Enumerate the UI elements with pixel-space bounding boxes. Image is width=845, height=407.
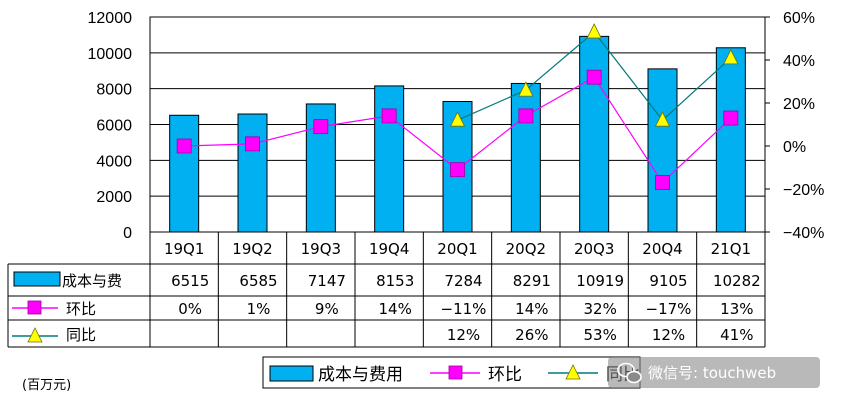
legend-bar-swatch bbox=[269, 365, 314, 382]
table-cell: 1% bbox=[247, 300, 271, 318]
yoy-point bbox=[518, 81, 534, 97]
table-cell: 13% bbox=[720, 300, 753, 318]
right-axis: −40% −20% 0% 20% 40% 60% bbox=[765, 10, 824, 242]
legend-yoy-marker bbox=[565, 364, 581, 380]
table-cell: −11% bbox=[441, 300, 487, 318]
data-table: 19Q1 19Q2 19Q3 19Q4 20Q1 20Q2 20Q3 20Q4 21Q1 6515… bbox=[7, 232, 766, 348]
watermark-bg bbox=[608, 357, 820, 388]
mom-point bbox=[245, 136, 260, 152]
mom-point bbox=[381, 108, 397, 124]
mom-point bbox=[655, 175, 670, 190]
right-tick-label: 0% bbox=[783, 139, 806, 156]
right-tick-label: 20% bbox=[783, 96, 815, 113]
bar bbox=[169, 114, 200, 233]
right-tick-label: 40% bbox=[783, 53, 815, 70]
row-key-yoy-marker bbox=[27, 327, 43, 343]
right-tick-label: 60% bbox=[783, 10, 815, 27]
watermark: 微信号: touchweb bbox=[608, 357, 820, 388]
bar bbox=[510, 82, 541, 233]
row-key-mom-marker bbox=[27, 300, 42, 315]
bar bbox=[579, 35, 610, 233]
line-series bbox=[176, 23, 739, 190]
row-label: 同比 bbox=[66, 326, 96, 344]
table-cell: 9105 bbox=[649, 272, 687, 290]
mom-point bbox=[313, 119, 329, 135]
yoy-point bbox=[723, 48, 739, 65]
table-cell: 10282 bbox=[713, 272, 761, 290]
table-cell: 9% bbox=[315, 300, 339, 318]
mom-point bbox=[586, 69, 602, 85]
table-cell: 53% bbox=[583, 326, 616, 344]
table-cell: 41% bbox=[720, 326, 753, 344]
table-cell: 10919 bbox=[576, 272, 624, 290]
legend-mom-marker bbox=[448, 365, 463, 380]
table-cell: 12% bbox=[447, 326, 480, 344]
table-cell: 14% bbox=[515, 300, 548, 318]
bar-series bbox=[169, 35, 746, 233]
mom-point bbox=[723, 110, 739, 126]
left-tick-label: 2000 bbox=[96, 189, 132, 206]
left-tick-label: 0 bbox=[123, 225, 132, 242]
left-tick-label: 10000 bbox=[88, 46, 133, 63]
x-tick-label: 20Q4 bbox=[642, 240, 682, 258]
unit-label: (百万元) bbox=[22, 378, 71, 393]
left-axis: 0 2000 4000 6000 8000 10000 12000 bbox=[88, 10, 133, 242]
table-cell: 7147 bbox=[308, 272, 346, 290]
left-tick-label: 8000 bbox=[96, 82, 132, 99]
x-tick-label: 19Q3 bbox=[301, 240, 341, 258]
x-tick-label: 19Q1 bbox=[164, 240, 204, 258]
left-tick-label: 4000 bbox=[96, 153, 132, 170]
bar bbox=[715, 47, 746, 233]
yoy-point bbox=[654, 111, 671, 127]
legend-label-cost: 成本与费用 bbox=[318, 365, 403, 385]
table-cell: 0% bbox=[178, 300, 202, 318]
x-tick-label: 19Q4 bbox=[369, 240, 409, 258]
x-tick-label: 19Q2 bbox=[232, 240, 272, 258]
bar bbox=[374, 85, 405, 233]
table-cell: 6515 bbox=[171, 272, 209, 290]
table-cell: 14% bbox=[378, 300, 411, 318]
table-cell: 6585 bbox=[239, 272, 277, 290]
x-tick-label: 20Q1 bbox=[437, 240, 477, 258]
left-tick-label: 12000 bbox=[88, 10, 133, 27]
table-cell: −17% bbox=[646, 300, 692, 318]
bar bbox=[237, 113, 268, 233]
table-cell: 26% bbox=[515, 326, 548, 344]
yoy-point bbox=[449, 111, 466, 127]
row-key-bar bbox=[13, 271, 61, 287]
table-cell: 12% bbox=[652, 326, 685, 344]
table-cell: 8291 bbox=[513, 272, 551, 290]
right-tick-label: −40% bbox=[783, 225, 824, 242]
right-tick-label: −20% bbox=[783, 182, 824, 199]
mom-point bbox=[518, 108, 534, 124]
legend-label-mom: 环比 bbox=[488, 365, 522, 385]
row-label: 成本与费 bbox=[62, 272, 122, 290]
table-cell: 8153 bbox=[376, 272, 414, 290]
mom-point bbox=[450, 162, 465, 178]
yoy-point bbox=[586, 23, 602, 39]
table-cell: 7284 bbox=[444, 272, 482, 290]
row-label: 环比 bbox=[66, 300, 96, 318]
watermark-text: 微信号: touchweb bbox=[648, 364, 776, 382]
wechat-icon bbox=[617, 362, 642, 384]
legend: 成本与费用 环比 同比 bbox=[262, 356, 641, 389]
x-tick-label: 21Q1 bbox=[711, 240, 751, 258]
bar bbox=[647, 68, 678, 233]
x-tick-label: 20Q2 bbox=[506, 240, 546, 258]
left-tick-label: 6000 bbox=[96, 118, 132, 135]
table-cell: 32% bbox=[583, 300, 616, 318]
mom-point bbox=[176, 138, 192, 154]
x-tick-label: 20Q3 bbox=[574, 240, 614, 258]
